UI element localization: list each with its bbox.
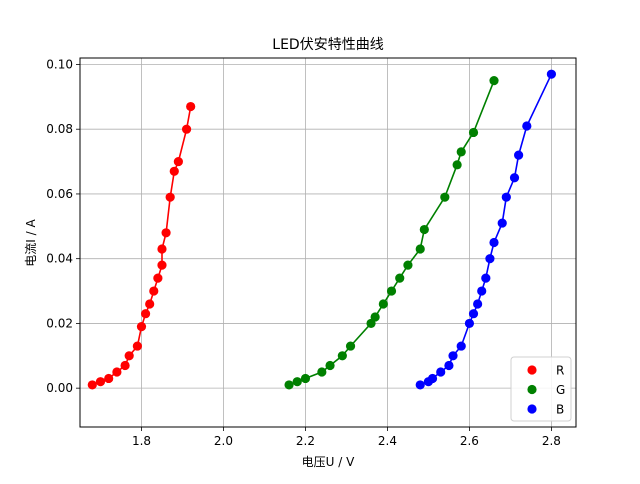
data-point-G: [337, 351, 347, 361]
x-tick-label: 2.2: [296, 434, 315, 448]
data-point-B: [509, 173, 520, 183]
grid: [80, 58, 576, 427]
data-point-R: [124, 351, 134, 361]
x-tick-label: 2.6: [460, 434, 479, 448]
data-point-R: [87, 380, 97, 390]
x-tick-label: 2.0: [214, 434, 233, 448]
data-point-G: [317, 367, 327, 377]
legend-label-G: G: [556, 383, 565, 397]
data-point-R: [161, 228, 171, 238]
x-axis-label: 电压U / V: [302, 455, 355, 469]
data-point-B: [468, 309, 479, 319]
legend-box: [510, 356, 572, 422]
y-tick-label: 0.08: [46, 122, 73, 136]
series-G: [284, 76, 499, 390]
data-point-B: [427, 373, 438, 384]
y-tick-label: 0.06: [46, 187, 73, 201]
legend-marker-B: [527, 404, 537, 414]
data-point-G: [284, 380, 294, 390]
data-point-G: [345, 341, 356, 351]
data-point-R: [157, 260, 167, 270]
x-tick-label: 2.8: [542, 434, 561, 448]
data-point-B: [415, 380, 425, 390]
legend-label-R: R: [556, 364, 564, 378]
y-tick-label: 0.10: [46, 57, 73, 71]
y-axis-label: 电流I / A: [24, 218, 38, 266]
data-point-R: [104, 373, 114, 384]
data-point-G: [489, 76, 499, 86]
legend-marker-G: [527, 384, 537, 395]
data-point-R: [157, 244, 167, 254]
data-point-R: [145, 299, 155, 309]
data-point-R: [186, 101, 196, 112]
data-point-B: [522, 121, 532, 131]
data-point-G: [378, 299, 388, 309]
data-point-R: [140, 309, 151, 319]
data-point-G: [468, 127, 479, 138]
data-point-R: [120, 360, 130, 371]
data-point-R: [165, 192, 175, 202]
data-point-R: [132, 341, 142, 351]
data-point-B: [456, 341, 466, 351]
data-point-G: [403, 260, 413, 270]
data-point-B: [477, 286, 487, 296]
data-point-G: [370, 312, 380, 322]
x-axis: 1.8 2.0 2.2 2.4 2.6 2.8: [132, 427, 561, 448]
series-B: [415, 69, 557, 390]
y-axis: 0.00 0.02 0.04 0.06 0.08 0.10: [46, 57, 80, 395]
data-point-B: [546, 69, 557, 79]
data-point-G: [386, 286, 397, 296]
data-point-G: [456, 147, 466, 157]
data-point-B: [514, 150, 524, 160]
chart-title: LED伏安特性曲线: [272, 37, 383, 53]
x-tick-label: 1.8: [132, 434, 151, 448]
data-point-R: [153, 273, 163, 283]
data-point-R: [95, 377, 106, 387]
data-point-B: [448, 351, 458, 361]
data-point-G: [395, 273, 405, 283]
data-point-G: [325, 360, 335, 371]
data-point-B: [473, 299, 483, 309]
data-point-B: [436, 367, 446, 377]
data-point-G: [419, 224, 429, 235]
data-point-R: [112, 367, 122, 377]
y-tick-label: 0.00: [46, 381, 73, 395]
data-point-G: [452, 160, 462, 170]
data-point-G: [440, 192, 450, 202]
data-point-B: [485, 254, 495, 264]
series-R: [87, 101, 196, 390]
series-layer: [87, 69, 557, 390]
data-point-B: [464, 318, 475, 329]
x-tick-label: 2.4: [378, 434, 397, 448]
data-point-R: [149, 286, 159, 296]
data-point-G: [292, 377, 302, 387]
data-point-B: [444, 360, 454, 371]
legend-label-B: B: [556, 403, 564, 417]
y-tick-label: 0.02: [46, 316, 73, 330]
data-point-B: [481, 273, 491, 283]
data-point-R: [173, 156, 183, 167]
data-point-G: [415, 244, 425, 254]
legend-marker-R: [527, 365, 537, 375]
data-point-B: [501, 192, 511, 202]
y-tick-label: 0.04: [46, 252, 73, 266]
plot-frame: [79, 57, 577, 428]
data-point-B: [497, 218, 507, 228]
data-point-G: [300, 373, 311, 384]
data-point-R: [136, 322, 147, 332]
series-line-B: [419, 73, 553, 386]
data-point-B: [489, 237, 499, 248]
data-point-R: [169, 166, 179, 176]
data-point-R: [181, 124, 192, 134]
legend: RGB: [510, 356, 572, 422]
